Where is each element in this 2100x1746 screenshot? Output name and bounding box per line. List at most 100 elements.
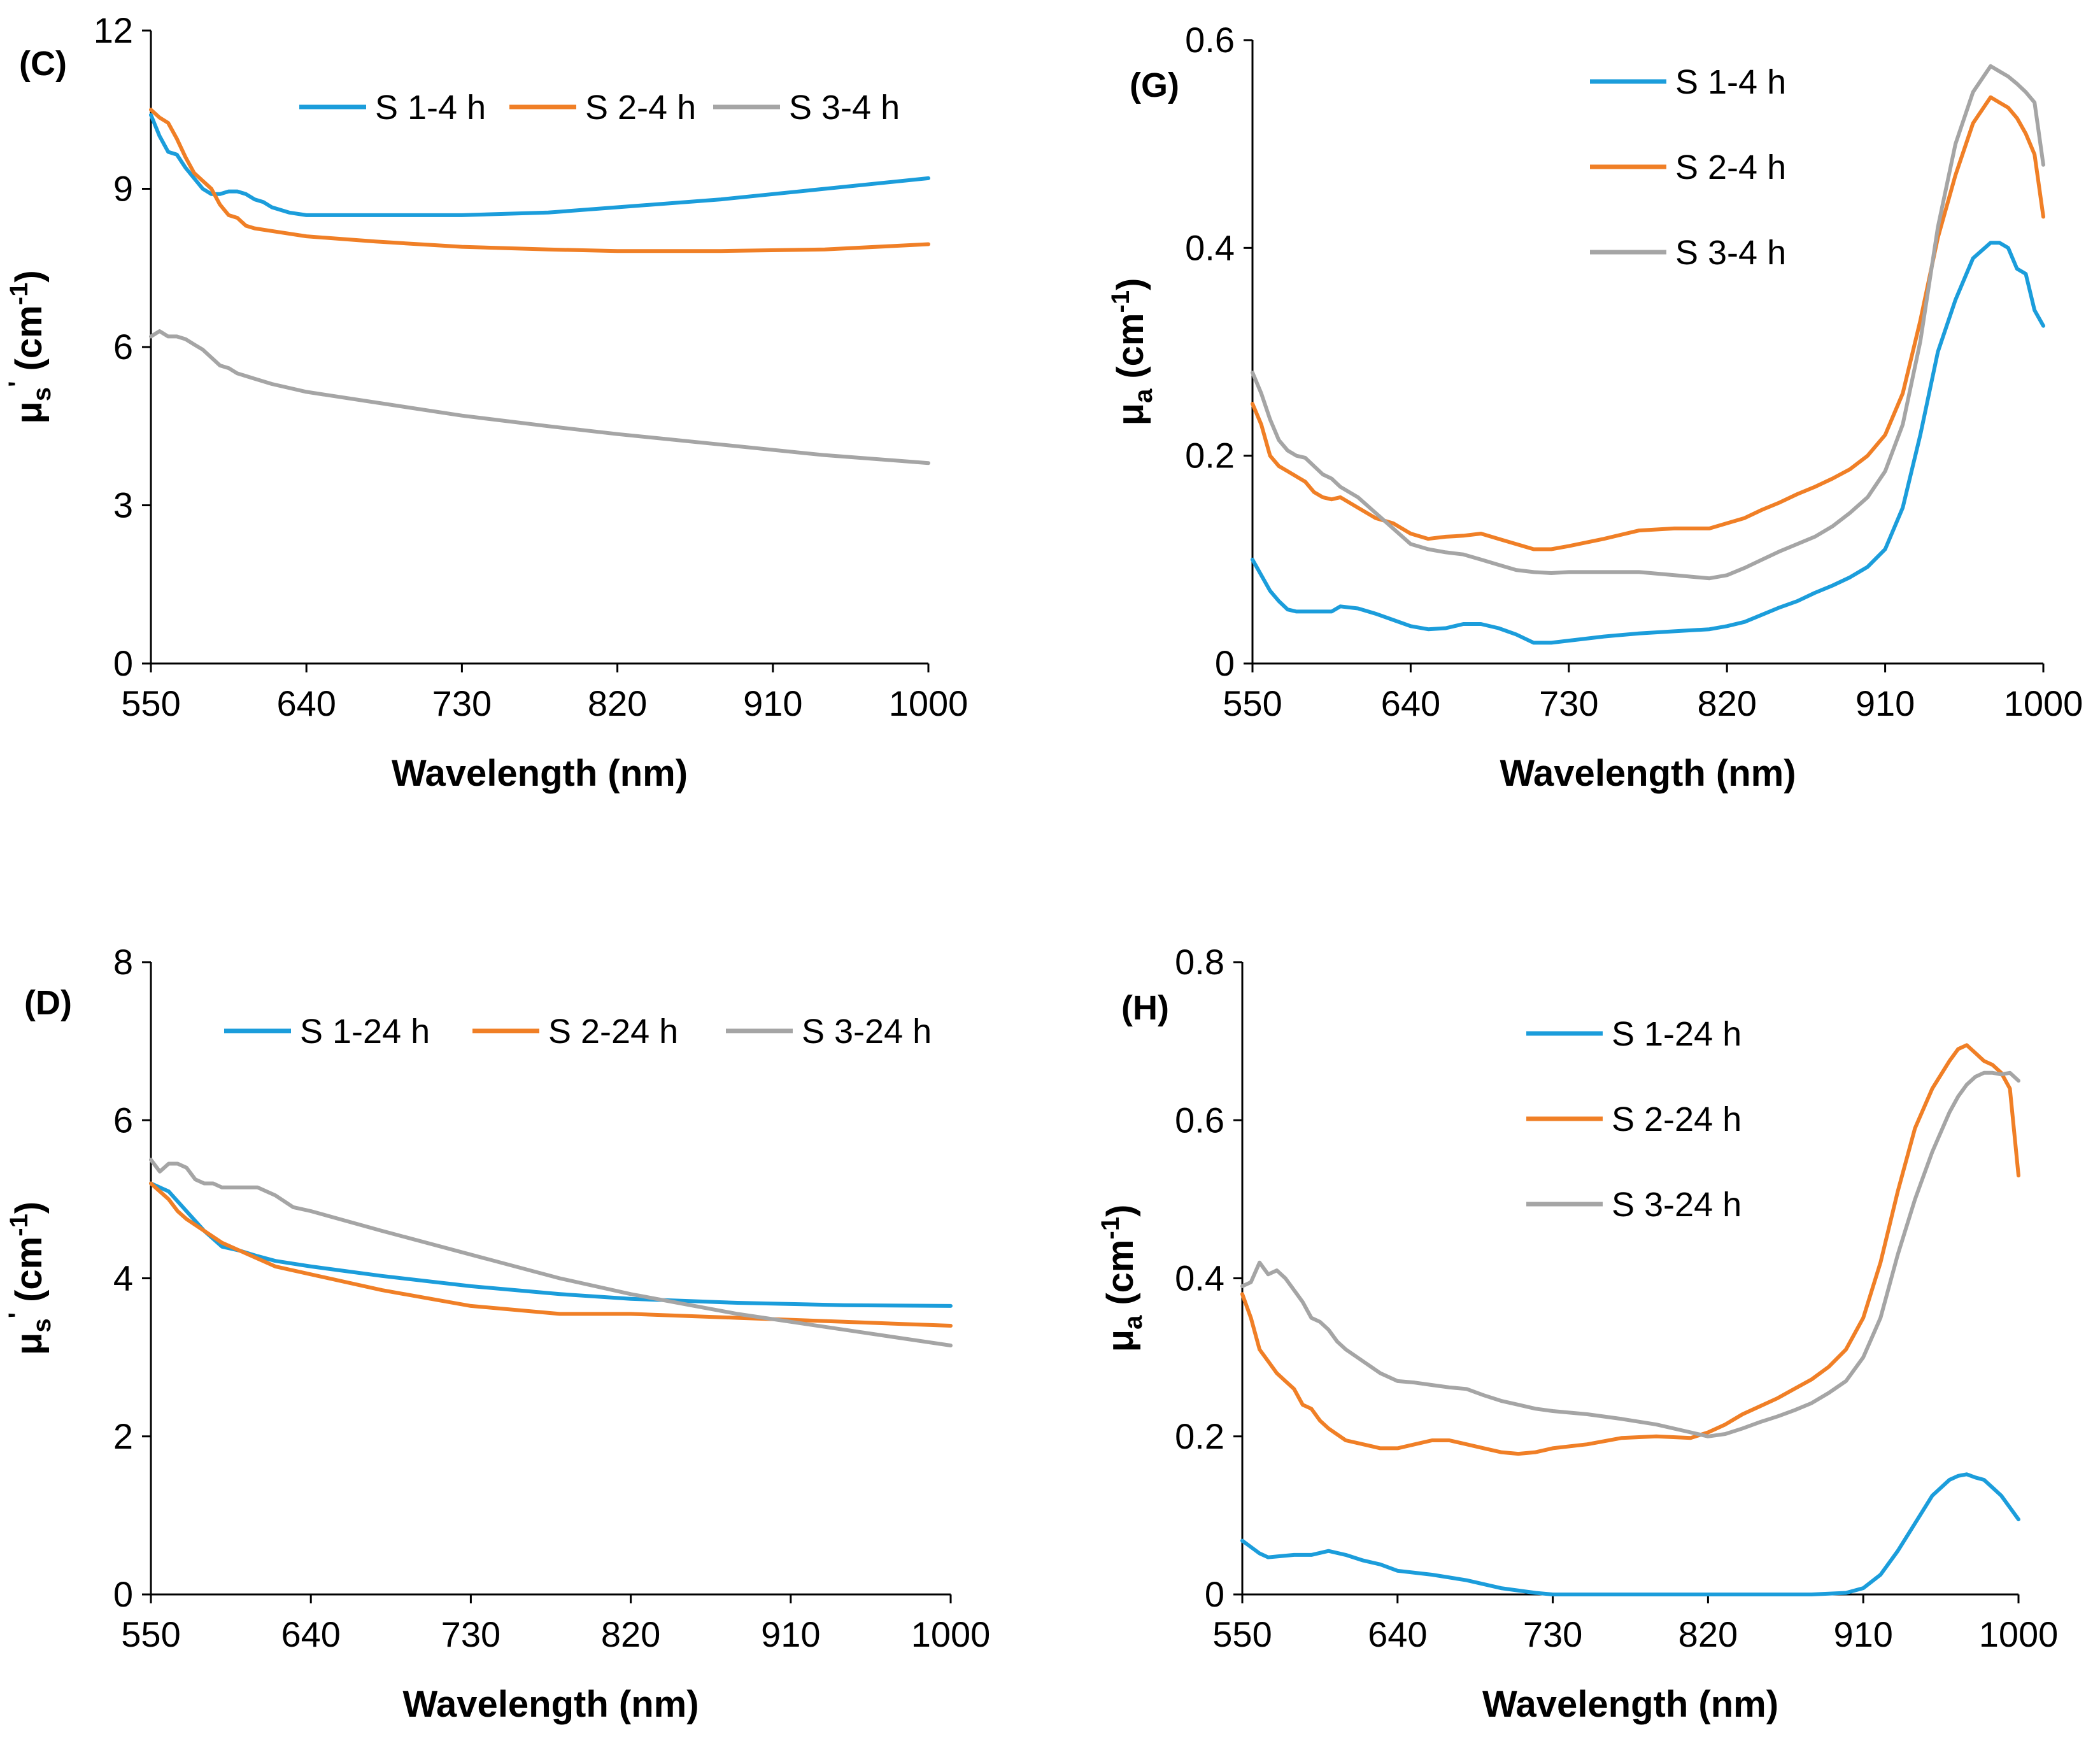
chart-panel-h: 0 0.2 0.4 0.6 0.8 550 640 730 820 910 1000 Waveleng… <box>1050 873 2100 1746</box>
y-axis-title: μs' (cm-1) <box>4 1202 56 1355</box>
x-tick-label: 550 <box>121 683 180 723</box>
series-line-d-3 <box>149 1158 953 1347</box>
x-tick-label: 730 <box>441 1614 500 1654</box>
chart-c: 0 3 6 9 12 550 640 730 820 910 1000 Wavelength (nm)… <box>4 10 968 794</box>
x-tick-label: 1000 <box>2004 683 2083 723</box>
x-tick-label: 820 <box>601 1614 660 1654</box>
y-axis-title-exponent: -1 <box>5 1214 33 1237</box>
y-tick-label: 12 <box>94 10 133 50</box>
x-axis-title: Wavelength (nm) <box>1500 753 1796 794</box>
legend-label: S 2-4 h <box>1675 148 1786 187</box>
series-line-c-1 <box>149 113 930 217</box>
y-axis-title-symbol: μ <box>1110 403 1151 426</box>
chart-panel-g: 0 0.2 0.4 0.6 550 640 730 820 910 1000 Wavelength … <box>1050 0 2100 873</box>
y-tick-label: 0.4 <box>1185 227 1235 267</box>
y-axis-title-exponent: -1 <box>1107 290 1135 313</box>
y-tick-label: 0.8 <box>1175 942 1224 982</box>
y-axis-title-exponent: -1 <box>1096 1217 1124 1240</box>
legend-label: S 3-4 h <box>789 89 900 127</box>
y-tick-label: 0 <box>113 1574 133 1614</box>
y-tick-label: 0.6 <box>1175 1100 1224 1140</box>
y-axis-title: μa (cm-1) <box>1096 1205 1147 1352</box>
y-axis-title-close: ) <box>8 270 50 282</box>
x-tick-label: 910 <box>743 683 802 723</box>
x-tick-label: 640 <box>276 683 336 723</box>
chart-panel-c: 0 3 6 9 12 550 640 730 820 910 1000 Wavelength (nm)… <box>0 0 1050 873</box>
x-tick-label: 730 <box>1523 1614 1582 1654</box>
y-tick-label: 0 <box>1215 643 1235 683</box>
y-axis-title-close: ) <box>1110 278 1151 290</box>
y-tick-label: 0 <box>113 643 133 683</box>
x-tick-label: 550 <box>1212 1614 1272 1654</box>
y-tick-label: 4 <box>113 1258 133 1298</box>
y-axis-title-unit: (cm <box>1110 313 1151 379</box>
y-axis-title-symbol: μ <box>8 401 50 424</box>
y-tick-label: 6 <box>113 1100 133 1140</box>
x-tick-label: 820 <box>1678 1614 1738 1654</box>
panel-label: (G) <box>1130 66 1179 104</box>
series-line-g-2 <box>1251 95 2045 551</box>
x-tick-label: 1000 <box>1979 1614 2059 1654</box>
chart-panel-d: 0 2 4 6 8 550 640 730 820 910 1000 Wavelength (nm) μ… <box>0 873 1050 1746</box>
x-tick-label: 820 <box>588 683 647 723</box>
series-line-d-2 <box>149 1181 953 1328</box>
y-tick-label: 0.6 <box>1185 20 1235 60</box>
legend-label: S 1-4 h <box>1675 63 1786 101</box>
chart-g: 0 0.2 0.4 0.6 550 640 730 820 910 1000 Wavelength … <box>1107 20 2083 794</box>
y-axis-title-symbol: μ <box>8 1333 50 1356</box>
y-tick-label: 0.2 <box>1185 436 1235 476</box>
panel-label: (C) <box>19 45 67 83</box>
y-axis-title-unit: (cm <box>8 1237 50 1302</box>
y-axis-title-prime: ' <box>4 1312 32 1319</box>
y-axis-title-close: ) <box>8 1202 50 1214</box>
series-line-g-1 <box>1251 241 2045 645</box>
legend-label: S 3-4 h <box>1675 234 1786 272</box>
x-tick-label: 640 <box>281 1614 340 1654</box>
y-axis-title-subscript: s <box>28 387 56 401</box>
x-tick-label: 550 <box>121 1614 180 1654</box>
legend-label: S 1-4 h <box>375 89 486 127</box>
y-axis-title-prime: ' <box>4 381 32 387</box>
chart-h: 0 0.2 0.4 0.6 0.8 550 640 730 820 910 1000 Waveleng… <box>1096 942 2059 1725</box>
y-axis-title-symbol: μ <box>1100 1330 1141 1352</box>
panel-label: (D) <box>24 984 72 1022</box>
x-tick-label: 910 <box>761 1614 820 1654</box>
x-tick-label: 820 <box>1697 683 1756 723</box>
x-axis-title: Wavelength (nm) <box>1482 1684 1778 1725</box>
legend-label: S 1-24 h <box>300 1012 430 1051</box>
y-tick-label: 8 <box>113 942 133 982</box>
legend-label: S 2-24 h <box>1612 1100 1742 1139</box>
series-line-h-3 <box>1240 1070 2020 1438</box>
y-tick-label: 3 <box>113 485 133 525</box>
y-axis-title-exponent: -1 <box>5 283 33 306</box>
y-axis-title-subscript: s <box>28 1318 56 1332</box>
x-tick-label: 640 <box>1381 683 1440 723</box>
x-axis-title: Wavelength (nm) <box>392 753 688 794</box>
y-tick-label: 9 <box>113 169 133 209</box>
x-tick-label: 550 <box>1223 683 1282 723</box>
x-tick-label: 1000 <box>889 683 968 723</box>
x-tick-label: 640 <box>1368 1614 1427 1654</box>
chart-d: 0 2 4 6 8 550 640 730 820 910 1000 Wavelength (nm) μ… <box>4 942 990 1725</box>
series-line-c-3 <box>149 329 930 465</box>
legend-label: S 2-24 h <box>548 1012 678 1051</box>
series-line-h-1 <box>1240 1472 2020 1596</box>
legend-label: S 1-24 h <box>1612 1015 1742 1053</box>
legend-label: S 2-4 h <box>585 89 696 127</box>
x-axis-title: Wavelength (nm) <box>402 1684 699 1725</box>
y-tick-label: 0 <box>1205 1574 1224 1614</box>
y-tick-label: 2 <box>113 1416 133 1456</box>
y-axis-title-subscript: a <box>1130 388 1158 403</box>
y-axis-title-close: ) <box>1100 1205 1141 1217</box>
panel-label: (H) <box>1121 989 1169 1027</box>
legend-label: S 3-24 h <box>1612 1186 1742 1224</box>
legend-label: S 3-24 h <box>802 1012 932 1051</box>
series-line-h-2 <box>1240 1043 2020 1456</box>
x-tick-label: 730 <box>432 683 492 723</box>
x-tick-label: 730 <box>1539 683 1598 723</box>
y-tick-label: 0.2 <box>1175 1416 1224 1456</box>
y-tick-label: 0.4 <box>1175 1258 1224 1298</box>
y-tick-label: 6 <box>113 327 133 367</box>
y-axis-title: μs' (cm-1) <box>4 270 56 423</box>
y-axis-title-unit: (cm <box>8 305 50 371</box>
